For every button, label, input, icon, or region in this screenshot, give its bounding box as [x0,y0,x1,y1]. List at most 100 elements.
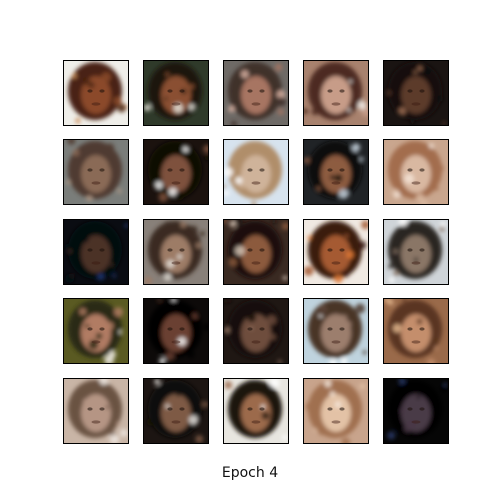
noise-speck [388,263,394,269]
noise-speck [171,299,176,302]
mouth-shadow [251,261,261,265]
face-image [304,379,368,443]
mouth-shadow [411,181,421,185]
noise-speck [224,381,233,390]
mouth-shadow [331,420,341,424]
generated-sample-r4-c5 [383,298,449,364]
generated-sample-r3-c5 [383,219,449,285]
face-image [224,220,288,284]
noise-speck [330,175,335,180]
noise-speck [144,104,151,112]
generated-sample-r3-c2 [143,219,209,285]
noise-speck [72,149,80,157]
noise-speck [189,83,195,90]
mouth-shadow [91,340,101,344]
noise-speck [176,392,181,397]
eye-shadow [419,248,425,252]
noise-speck [358,241,367,250]
sample-face-blob [228,62,287,125]
face-image [384,61,448,125]
mouth-shadow [171,102,181,106]
mouth-shadow [331,102,341,106]
face-image [64,220,128,284]
sample-face-blob [224,299,282,363]
face-region [321,314,351,352]
noise-speck [307,235,312,240]
face-image [304,299,368,363]
noise-speck [177,337,187,346]
noise-speck [334,401,342,408]
face-image [224,61,288,125]
noise-speck [88,339,99,350]
noise-speck [417,66,423,71]
noise-speck [97,408,105,416]
noise-speck [317,306,327,316]
noise-speck [155,181,163,190]
noise-speck [195,435,204,443]
eye-shadow [179,168,185,172]
face-region [81,314,111,352]
noise-speck [318,431,323,436]
noise-speck [104,355,114,363]
noise-speck [229,220,237,228]
eye-shadow [259,327,265,331]
noise-speck [182,146,189,153]
noise-speck [188,103,195,111]
face-image [64,140,128,204]
face-image [64,299,128,363]
face-region [401,76,431,114]
sample-face-blob [68,379,128,443]
eye-shadow [259,168,265,172]
eye-shadow [259,407,265,411]
face-region [321,76,351,114]
noise-speck [360,157,364,161]
noise-speck [326,81,335,90]
generated-sample-r1-c2 [143,60,209,126]
noise-speck [103,104,107,108]
noise-speck [340,314,348,322]
noise-speck [224,299,227,304]
noise-speck [248,176,253,181]
sample-face-blob [386,62,446,125]
face-region [161,235,191,273]
face-region [161,314,191,352]
noise-speck [413,257,419,263]
noise-speck [235,245,245,256]
eye-shadow [247,168,253,172]
eye-shadow [247,407,253,411]
face-image [144,140,208,204]
eye-shadow [167,407,173,411]
noise-speck [153,421,161,429]
epoch-caption: Epoch 4 [221,465,279,481]
eye-shadow [99,248,105,252]
generated-sample-r2-c3 [223,139,289,205]
noise-speck [254,335,260,340]
face-region [401,314,431,352]
eye-shadow [327,168,333,172]
noise-speck [117,103,127,113]
noise-speck [203,144,208,154]
noise-speck [82,77,91,86]
face-image [224,379,288,443]
noise-speck [440,221,446,228]
sample-face-blob [304,141,364,199]
noise-speck [112,274,117,278]
generated-sample-r4-c1 [63,298,129,364]
noise-speck [165,351,175,361]
eye-shadow [339,89,345,93]
mouth-shadow [171,261,181,265]
face-region [241,155,271,193]
noise-speck [255,184,259,189]
noise-speck [269,379,280,388]
eye-shadow [339,248,345,252]
eye-shadow [419,168,425,172]
face-image [304,220,368,284]
eye-shadow [327,89,333,93]
face-region [161,394,191,432]
noise-speck [180,221,187,228]
generated-sample-r3-c4 [303,219,369,285]
noise-speck [344,273,349,278]
noise-speck [105,405,109,410]
noise-speck [200,231,205,237]
